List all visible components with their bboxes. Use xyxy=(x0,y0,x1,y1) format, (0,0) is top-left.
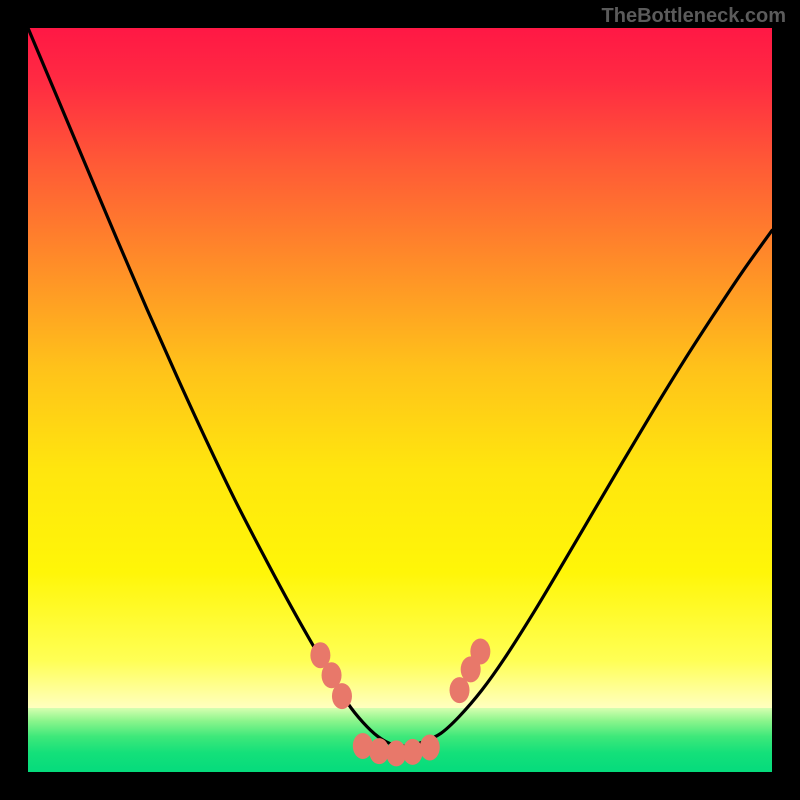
green-band-background xyxy=(28,708,772,772)
plot-area xyxy=(28,28,772,772)
main-gradient-background xyxy=(28,28,772,708)
watermark-text: TheBottleneck.com xyxy=(602,5,786,28)
